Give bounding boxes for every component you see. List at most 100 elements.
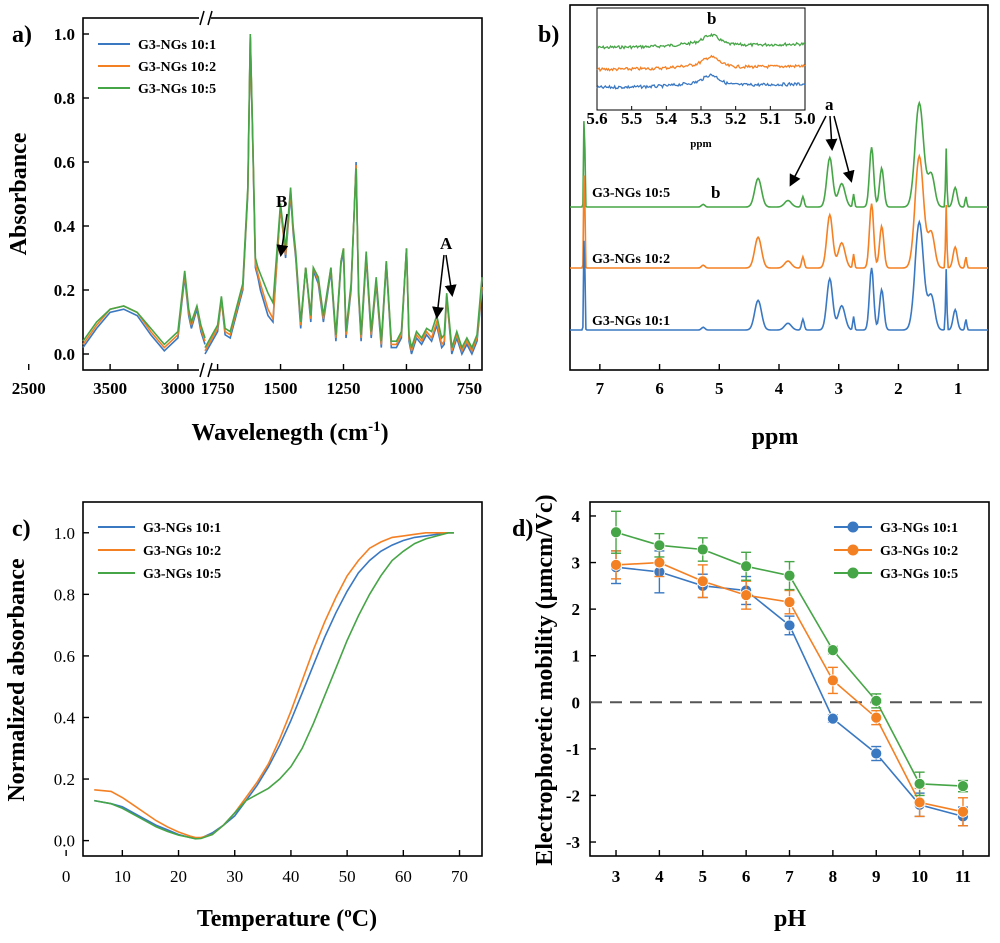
y-tick-label-c-5: 1.0 — [54, 524, 75, 543]
legend-label-c-3: G3-NGs 10:5 — [143, 567, 221, 582]
panel-c-ylabel: Normalized absorbance — [4, 558, 30, 802]
x-tick-label-d-0: 3 — [612, 867, 621, 886]
axis-break-gap-top — [199, 14, 211, 22]
data-point-d-2-5 — [826, 674, 839, 687]
panel-b-arrow-a2 — [825, 115, 838, 151]
x-tick-label-d-7: 10 — [911, 867, 928, 886]
panel-b-inset-frame — [596, 7, 806, 111]
y-tick-label-a-2: 0.4 — [54, 217, 76, 236]
x-tick-label-b-5: 2 — [894, 379, 903, 398]
panel-d-legend: G3-NGs 10:1 G3-NGs 10:2 G3-NGs 10:5 — [834, 521, 958, 582]
x-tick-label-b-3: 4 — [775, 379, 784, 398]
data-point-d-2-1 — [653, 556, 666, 569]
data-point-d-3-4 — [783, 569, 796, 582]
legend-label-a-1: G3-NGs 10:1 — [138, 38, 216, 53]
panel-b-label-1: G3-NGs 10:5 — [592, 186, 670, 201]
legend-label-d-2: G3-NGs 10:2 — [880, 544, 958, 559]
y-tick-label-d-1: -2 — [566, 786, 580, 805]
x-tick-label-a-5: 1250 — [327, 379, 361, 398]
y-tick-label-a-1: 0.2 — [54, 281, 75, 300]
x-tick-label-c-6: 60 — [395, 867, 412, 886]
x-tick-label-c-3: 30 — [226, 867, 243, 886]
series-a-3-right — [204, 33, 483, 350]
panel-c-frame — [82, 501, 483, 857]
data-point-d-2-8 — [957, 805, 969, 818]
x-tick-label-b-4: 3 — [834, 379, 843, 398]
inset-series-2 — [596, 54, 806, 73]
panel-a-xlabel: Wavelenegth (cm-1) — [191, 419, 388, 446]
axis-break-mark-3 — [207, 10, 213, 26]
legend-label-c-1: G3-NGs 10:1 — [143, 521, 221, 536]
legend-marker-d-3 — [847, 567, 859, 579]
data-point-d-3-3 — [740, 560, 753, 573]
panel-a-ylabel: Absorbance — [6, 132, 32, 255]
panel-a-xlabel-sup: -1 — [368, 419, 381, 435]
panel-b-label-3: G3-NGs 10:1 — [592, 314, 670, 329]
axis-break-mark-1 — [207, 362, 213, 378]
x-tick-label-b-1: 6 — [655, 379, 664, 398]
data-point-d-1-6 — [870, 747, 883, 760]
inset-tick-label-0: 5.6 — [586, 109, 607, 128]
x-tick-label-b-6: 1 — [954, 379, 963, 398]
x-tick-label-a-3: 1750 — [201, 379, 235, 398]
x-tick-label-a-0: 3500 — [93, 379, 127, 398]
x-tick-label-d-8: 11 — [955, 867, 971, 886]
panel-b-xlabel: ppm — [752, 424, 799, 450]
panel-b-inset-series — [596, 32, 806, 90]
x-tick-label-a-4: 1500 — [264, 379, 298, 398]
y-tick-label-c-1: 0.2 — [54, 770, 75, 789]
panel-label-b: b) — [538, 22, 559, 48]
x-tick-label-d-5: 8 — [829, 867, 838, 886]
panel-a-series — [82, 33, 483, 357]
y-tick-label-d-5: 2 — [572, 600, 581, 619]
inset-tick-label-2: 5.4 — [656, 109, 678, 128]
y-tick-label-c-0: 0.0 — [54, 832, 75, 851]
panel-b-inset-xlabel: ppm — [690, 138, 711, 150]
panel-d-xlabel: pH — [774, 906, 806, 932]
panel-b-nmr-chart: 7 6 5 4 3 2 1 ppm G3-NGs 10:5 G3-NGs 10:2 G3-N… — [569, 4, 989, 450]
x-tick-label-b-2: 5 — [715, 379, 724, 398]
series-b-3 — [570, 219, 988, 331]
legend-label-c-2: G3-NGs 10:2 — [143, 544, 221, 559]
panel-b-inset: 5.6 5.5 5.4 5.3 5.2 5.1 5.0 ppm b — [586, 7, 816, 150]
inset-tick-label-4: 5.2 — [725, 109, 746, 128]
panel-c-xlabel-sup: o — [344, 905, 352, 921]
panel-b-series — [570, 100, 988, 331]
data-point-d-3-7 — [913, 777, 926, 790]
data-point-d-3-6 — [870, 694, 883, 707]
panel-b-inset-axes: 5.6 5.5 5.4 5.3 5.2 5.1 5.0 — [586, 106, 816, 128]
series-a-1-left — [82, 277, 206, 352]
data-point-d-2-4 — [783, 596, 796, 609]
legend-label-d-3: G3-NGs 10:5 — [880, 567, 958, 582]
panel-b-inset-annotation: b — [707, 9, 716, 28]
y-tick-label-c-4: 0.8 — [54, 585, 75, 604]
y-tick-label-a-5: 1.0 — [54, 25, 75, 44]
series-a-1-right — [204, 37, 483, 357]
inset-series-3 — [596, 73, 806, 90]
data-point-d-3-0 — [610, 526, 622, 539]
x-tick-label-a-1: 3000 — [161, 379, 195, 398]
x-tick-label-c-4: 40 — [282, 867, 299, 886]
data-point-d-3-8 — [957, 780, 969, 793]
data-point-d-3-5 — [826, 644, 839, 657]
panel-a-legend: G3-NGs 10:1 G3-NGs 10:2 G3-NGs 10:5 — [98, 38, 216, 97]
inset-tick-label-5: 5.1 — [760, 109, 781, 128]
y-tick-label-d-4: 1 — [572, 647, 581, 666]
x-tick-label-d-3: 6 — [742, 867, 751, 886]
series-b-2 — [570, 153, 988, 269]
x-tick-label-a-2: 2500 — [12, 379, 46, 398]
axis-break-gap-bottom — [199, 366, 211, 374]
x-tick-label-d-1: 4 — [655, 867, 664, 886]
y-tick-label-a-0: 0.0 — [54, 345, 75, 364]
panel-d-mobility-chart: 3 4 5 6 7 8 9 10 11 -3 -2 -1 0 1 2 3 4 Electrophoretic m… — [532, 494, 990, 932]
legend-marker-d-2 — [847, 544, 859, 556]
panel-a-arrow-b — [276, 213, 289, 257]
y-tick-label-c-2: 0.4 — [54, 708, 76, 727]
data-point-d-2-0 — [610, 558, 622, 571]
inset-tick-label-3: 5.3 — [690, 109, 711, 128]
panel-label-a: a) — [12, 22, 32, 48]
panel-c-xlabel: Temperature (oC) — [197, 905, 377, 932]
panel-a-annotation-b: B — [276, 192, 287, 211]
panel-label-d: d) — [512, 516, 533, 542]
